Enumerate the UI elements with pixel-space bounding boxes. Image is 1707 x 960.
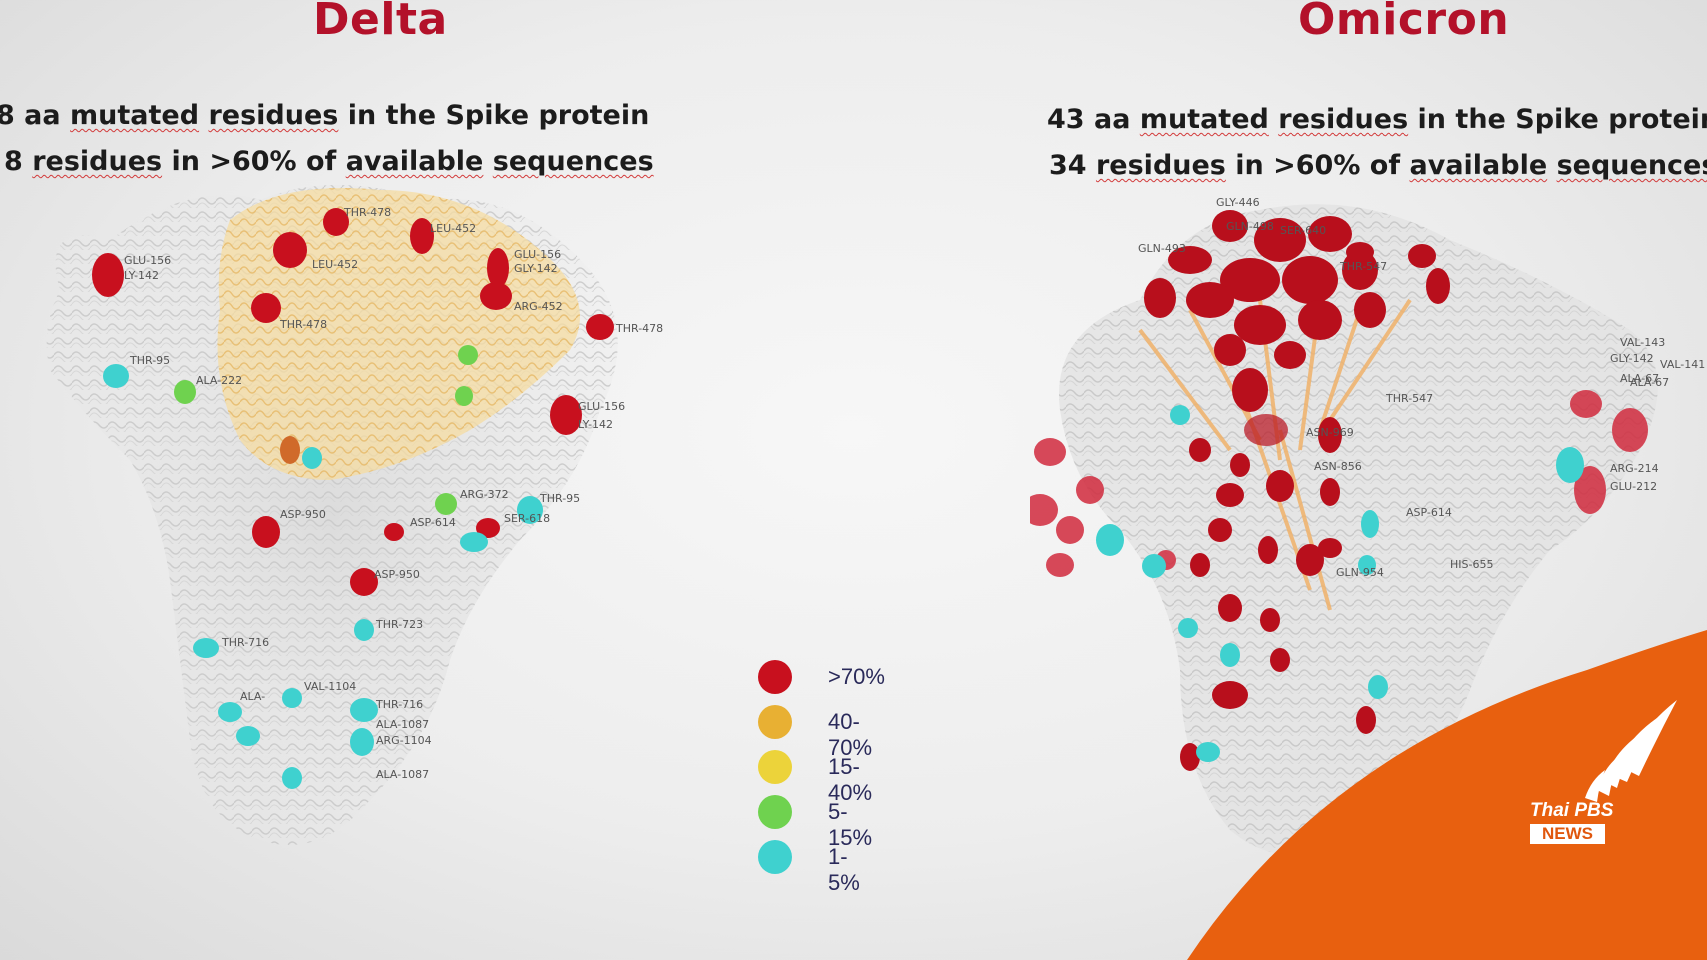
residue-label: ALA-1087 — [376, 718, 429, 731]
residue-label: GLN-498 — [1226, 220, 1274, 233]
residue-label: THR-547 — [1339, 260, 1387, 273]
legend-label: >70% — [828, 664, 885, 689]
residue-label: ALA-67 — [1620, 372, 1659, 385]
residue-label: THR-716 — [221, 636, 269, 649]
omicron-title: Omicron — [1298, 0, 1510, 45]
residue-label: GLN-954 — [1336, 566, 1384, 579]
residue-label: GLU-156 — [124, 254, 171, 267]
residue-label: GLY-142 — [1610, 352, 1654, 365]
residue-label: LY-142 — [578, 418, 613, 431]
delta-residues-sequences-text: 8 residues in >60% of available sequence… — [4, 146, 654, 177]
legend-dot-yellow — [758, 750, 792, 784]
residue-label: THR-478 — [615, 322, 663, 335]
legend-label: 5-15% — [828, 799, 873, 850]
delta-mutated-residues-text: 8 aa mutated residues in the Spike prote… — [0, 100, 650, 131]
residue-label: LY-142 — [124, 269, 159, 282]
residue-label: ARG-372 — [460, 488, 509, 501]
residue-label: HIS-655 — [1450, 558, 1493, 571]
residue-label: ARG-452 — [514, 300, 563, 313]
residue-label: ASN-969 — [1306, 426, 1354, 439]
residue-label: ALA-67 — [1630, 376, 1669, 389]
residue-label: THR-95 — [129, 354, 170, 367]
thai-pbs-news-logo — [1187, 630, 1707, 960]
residue-label: VAL-1104 — [304, 680, 356, 693]
residue-label: SER-640 — [1280, 224, 1326, 237]
residue-label: THR-716 — [375, 698, 423, 711]
legend-dot-green — [758, 795, 792, 829]
thai-pbs-wordmark: Thai PBS — [1530, 800, 1614, 821]
legend-label: 40-70% — [828, 709, 873, 760]
legend-dot-orange — [758, 705, 792, 739]
legend-label: 15-40% — [828, 754, 873, 805]
residue-label: THR-478 — [279, 318, 327, 331]
residue-label: ALA-222 — [196, 374, 242, 387]
residue-label: THR-95 — [539, 492, 580, 505]
residue-label: SER-618 — [504, 512, 550, 525]
residue-label: GLU-156 — [578, 400, 625, 413]
residue-label: GLY-142 — [514, 262, 558, 275]
residue-label: GLU-212 — [1610, 480, 1657, 493]
omicron-mutated-residues-text: 43 aa mutated residues in the Spike prot… — [1047, 104, 1707, 135]
legend-label: 1-5% — [828, 844, 860, 895]
residue-label: VAL-141 — [1660, 358, 1705, 371]
residue-label: ASP-950 — [374, 568, 420, 581]
thai-pbs-feather-icon — [1585, 700, 1677, 802]
omicron-spike-protein-image: GLY-446 GLN-498 SER-640 GLN-493 THR-547 … — [1030, 196, 1705, 856]
residue-label: ASP-950 — [280, 508, 326, 521]
legend-dot-cyan — [758, 840, 792, 874]
residue-label: LEU-452 — [312, 258, 358, 271]
residue-label: ARG-214 — [1610, 462, 1659, 475]
delta-title: Delta — [313, 0, 448, 45]
residue-label: ASN-856 — [1314, 460, 1362, 473]
residue-label: THR-478 — [343, 206, 391, 219]
residue-label: VAL-143 — [1620, 336, 1665, 349]
residue-label: GLN-493 — [1138, 242, 1186, 255]
residue-label: GLU-156 — [514, 248, 561, 261]
delta-spike-protein-image: GLU-156 LY-142 THR-478 LEU-452 LEU-452 G… — [46, 185, 663, 845]
residue-label: ALA-1087 — [376, 768, 429, 781]
residue-label: GLY-446 — [1216, 196, 1260, 209]
residue-label: LEU-452 — [430, 222, 476, 235]
residue-label: ASP-614 — [1406, 506, 1452, 519]
omicron-residues-sequences-text: 34 residues in >60% of available sequenc… — [1049, 150, 1707, 181]
residue-label: ASP-614 — [410, 516, 456, 529]
residue-label: ALA- — [240, 690, 265, 703]
legend-dot-red — [758, 660, 792, 694]
residue-label: THR-547 — [1385, 392, 1433, 405]
residue-label: ARG-1104 — [376, 734, 432, 747]
news-label: NEWS — [1530, 824, 1605, 844]
residue-label: THR-723 — [375, 618, 423, 631]
